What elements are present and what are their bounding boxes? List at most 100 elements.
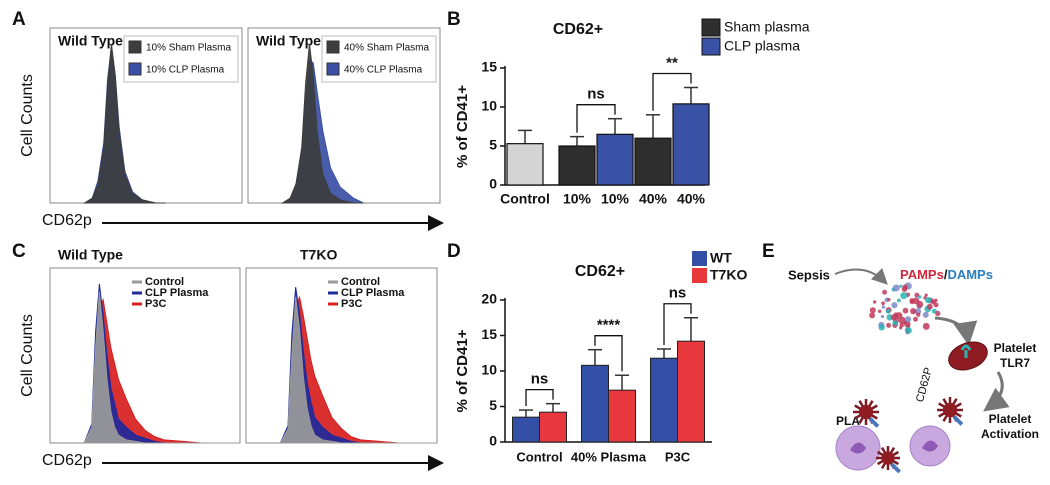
legend-label: WT: [710, 250, 732, 266]
pathogen-dot: [902, 307, 909, 314]
activation-label: Activation: [981, 427, 1039, 441]
bar: [596, 133, 634, 186]
platelet: [948, 341, 988, 371]
pathogen-dot: [913, 316, 918, 322]
sepsis-label: Sepsis: [788, 267, 830, 282]
legend-label: Control: [341, 276, 380, 288]
bar: [608, 389, 636, 443]
panel-label: B: [447, 9, 461, 30]
pathogen-dot: [869, 307, 876, 314]
x-tick-label: Control: [516, 449, 562, 464]
pathogen-dot: [892, 284, 900, 292]
plot-frame: [245, 267, 438, 444]
y-tick-label: 0: [489, 433, 497, 449]
legend-frame: [123, 35, 239, 83]
legend-swatch: [701, 37, 721, 56]
damps: DAMPs: [947, 267, 993, 282]
y-tick-label: 10: [481, 98, 497, 114]
bar: [634, 137, 672, 186]
significance-label: ns: [587, 86, 605, 103]
pathogen-dot: [900, 292, 908, 300]
receptor: [952, 415, 964, 426]
significance-bracket: [663, 303, 692, 345]
panel-label: C: [12, 241, 26, 262]
pathogen-dot: [872, 300, 877, 304]
chart-title: Wild Type: [58, 247, 123, 263]
y-axis-label: Cell Counts: [19, 74, 36, 157]
y-tick-label: 15: [481, 59, 497, 75]
x-tick-label: 40%: [639, 191, 668, 207]
legend-swatch: [326, 62, 340, 76]
significance-label: ns: [669, 285, 687, 302]
chart-title: Wild Type: [256, 33, 321, 49]
y-tick-label: 5: [489, 397, 497, 413]
legend-swatch: [692, 268, 707, 283]
receptor: [868, 417, 880, 428]
panel-label: A: [12, 9, 26, 30]
pathogen-dot: [881, 301, 885, 306]
pathogen-dot: [909, 298, 915, 303]
pathogen-dot: [869, 312, 876, 319]
bar: [650, 357, 678, 443]
x-tick-label: 10%: [601, 191, 630, 207]
legend-label: Sham plasma: [724, 19, 810, 35]
bar: [506, 143, 544, 186]
bar: [512, 416, 540, 443]
activation-label: Platelet: [989, 412, 1032, 426]
arrow: [834, 267, 888, 285]
significance-bracket: [576, 104, 616, 133]
chart-title: CD62+: [575, 263, 625, 280]
legend-frame: [321, 35, 437, 83]
receptor: [890, 462, 902, 474]
chart-title: Wild Type: [58, 33, 123, 49]
significance-bracket: [525, 389, 554, 407]
legend-label: CLP plasma: [724, 38, 800, 54]
cd62p-label: CD62P: [914, 366, 935, 403]
pathogen-dot: [906, 324, 911, 328]
platelet-icon: [858, 404, 874, 420]
legend-label: 40% Sham Plasma: [344, 43, 429, 54]
arrow: [983, 371, 1010, 412]
pathogen-dot: [878, 324, 885, 331]
significance-bracket: [594, 335, 623, 372]
legend-swatch: [128, 40, 142, 54]
legend-swatch: [326, 40, 340, 54]
legend-label: 10% Sham Plasma: [146, 43, 231, 54]
bar: [581, 364, 609, 443]
pathogen-dot: [926, 303, 933, 310]
y-tick-label: 10: [481, 362, 497, 378]
histogram-curve: [82, 43, 166, 204]
platelet-label: TLR7: [1000, 356, 1030, 370]
chart-title: T7KO: [300, 247, 337, 263]
legend-label: 40% CLP Plasma: [344, 65, 423, 76]
pathogen-dot: [899, 284, 903, 288]
pathogen-dot: [925, 296, 932, 304]
histogram-curve: [279, 296, 437, 444]
histogram-curve: [280, 43, 364, 204]
platelet-icon: [881, 451, 895, 465]
significance-label: ns: [531, 371, 549, 388]
pathogen-dot: [904, 326, 912, 334]
pathogen-dot: [902, 284, 908, 290]
bar: [677, 340, 705, 443]
pathogen-dot: [886, 322, 892, 328]
pathogen-dot: [887, 298, 891, 302]
pathogen-dot: [896, 298, 901, 303]
pathogen-dot: [899, 323, 904, 328]
nucleus: [922, 440, 938, 452]
tlr7-receptor: [960, 344, 972, 358]
pathogen-dot: [916, 312, 921, 317]
bar: [558, 145, 596, 186]
pamps-damps-label: PAMPs/DAMPs: [900, 267, 993, 282]
platelet-label: Platelet: [994, 341, 1037, 355]
x-axis-label: CD62p: [42, 212, 92, 229]
x-tick-label: 40% Plasma: [571, 449, 647, 464]
pathogen-dot: [880, 314, 885, 319]
bar: [672, 103, 710, 186]
pathogen-dot: [922, 322, 930, 330]
pathogen-dot: [881, 305, 886, 309]
platelet-icon: [942, 402, 958, 418]
x-tick-label: 40%: [677, 191, 706, 207]
histogram-curve: [83, 291, 240, 444]
pla-label: PLA: [836, 414, 860, 428]
